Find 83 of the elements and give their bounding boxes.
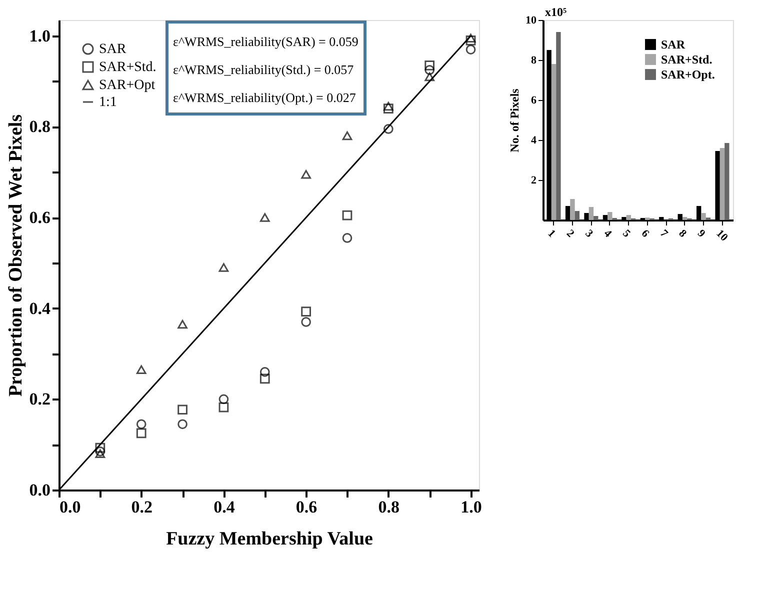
text: x10⁵ bbox=[545, 5, 567, 19]
x-tick-label: 8 bbox=[676, 228, 690, 240]
x-tick-label: 2 bbox=[564, 228, 577, 240]
point bbox=[178, 404, 188, 415]
point bbox=[383, 102, 394, 111]
y-tick-label: 2 bbox=[531, 174, 537, 186]
bar bbox=[701, 213, 706, 220]
point bbox=[95, 446, 106, 456]
legend-label: SAR+Std. bbox=[661, 52, 712, 66]
bar bbox=[720, 148, 725, 220]
point bbox=[342, 131, 352, 140]
point bbox=[136, 428, 146, 438]
point bbox=[466, 36, 476, 46]
x-tick-label: 0.2 bbox=[131, 498, 152, 516]
y-tick-label: 10 bbox=[526, 14, 537, 26]
point bbox=[424, 72, 435, 82]
point bbox=[95, 449, 106, 458]
legend-label: SAR+Opt bbox=[99, 78, 156, 93]
y-tick-label: 1.0 bbox=[29, 26, 50, 46]
point bbox=[301, 317, 311, 327]
bar bbox=[574, 211, 580, 220]
y-tick-label: 0.4 bbox=[29, 298, 51, 318]
annotation: ε^WRMS_reliability(Opt.) = 0.027 bbox=[173, 90, 356, 105]
point bbox=[136, 365, 146, 374]
x-tick-label: 10 bbox=[714, 228, 730, 244]
point bbox=[424, 65, 435, 75]
y-tick-label: 0.2 bbox=[29, 390, 50, 409]
point bbox=[178, 320, 188, 329]
legend-label: SAR+Std. bbox=[99, 60, 156, 75]
x-tick-label: 9 bbox=[695, 228, 708, 240]
x-tick-label: 0.4 bbox=[214, 498, 236, 516]
y-tick-label: 6 bbox=[531, 94, 537, 106]
point bbox=[424, 60, 435, 70]
x-tick-label: 3 bbox=[582, 228, 596, 240]
x-tick-label: 7 bbox=[658, 228, 670, 240]
y-tick-label: 8 bbox=[531, 54, 537, 66]
y-axis-title: Proportion of Observed Wet Pixels bbox=[5, 114, 26, 397]
x-tick-label: 1.0 bbox=[460, 498, 482, 516]
point bbox=[301, 170, 311, 179]
point bbox=[218, 394, 229, 404]
x-tick-label: 0.8 bbox=[378, 498, 400, 516]
x-tick-label: 0.0 bbox=[60, 498, 81, 516]
annotation: ε^WRMS_reliability(SAR) = 0.059 bbox=[173, 34, 358, 49]
x-tick-label: 1 bbox=[545, 228, 558, 240]
x-tick-label: 5 bbox=[620, 228, 633, 240]
x-axis-title: Fuzzy Membership Value bbox=[166, 528, 373, 550]
bar bbox=[608, 212, 612, 220]
point bbox=[466, 34, 476, 43]
point bbox=[342, 233, 352, 243]
legend-label: SAR+Opt. bbox=[661, 68, 715, 82]
x-tick-label: 0.6 bbox=[296, 498, 318, 516]
point bbox=[136, 419, 146, 430]
point bbox=[260, 213, 270, 222]
y-tick-label: 0.6 bbox=[29, 208, 50, 228]
point bbox=[178, 419, 188, 430]
annotation: ε^WRMS_reliability(Std.) = 0.057 bbox=[173, 62, 354, 77]
bar bbox=[682, 217, 688, 220]
legend-label: 1:1 bbox=[99, 95, 117, 110]
point bbox=[383, 124, 394, 134]
point bbox=[466, 44, 476, 54]
point bbox=[218, 263, 229, 272]
y-tick-label: 0.8 bbox=[29, 117, 50, 136]
bar bbox=[626, 215, 631, 220]
x-tick-label: 6 bbox=[638, 228, 652, 240]
bar bbox=[551, 64, 556, 220]
legend-label: SAR bbox=[661, 38, 686, 52]
x-tick-label: 4 bbox=[601, 228, 614, 240]
bar bbox=[724, 143, 730, 220]
bar bbox=[556, 32, 561, 220]
legend-label: SAR bbox=[99, 42, 127, 57]
point bbox=[301, 306, 311, 316]
point bbox=[260, 374, 270, 384]
point bbox=[95, 442, 106, 453]
y-tick-label: 0.0 bbox=[29, 480, 50, 500]
bar bbox=[570, 199, 575, 220]
y-tick-label: 4 bbox=[531, 134, 537, 146]
bar bbox=[594, 216, 598, 220]
point bbox=[218, 402, 229, 412]
bar bbox=[588, 207, 594, 220]
point bbox=[260, 367, 270, 377]
point bbox=[383, 104, 394, 114]
y-axis-title: No. of Pixels bbox=[508, 88, 522, 152]
point bbox=[342, 210, 352, 220]
